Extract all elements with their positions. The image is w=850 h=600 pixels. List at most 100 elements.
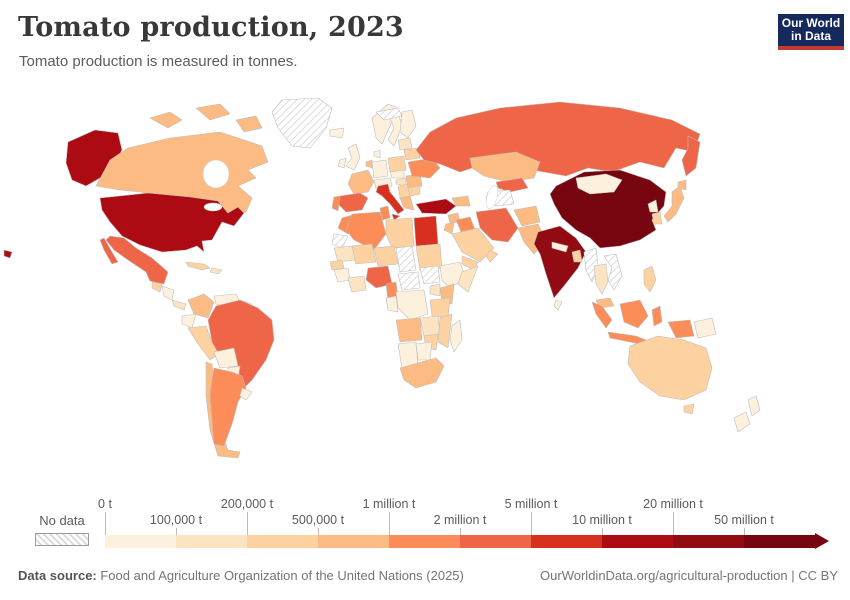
country-sri-lanka[interactable] — [553, 299, 563, 311]
country-iceland[interactable] — [329, 127, 345, 139]
country-south-africa[interactable] — [399, 357, 445, 389]
country-angola[interactable] — [395, 317, 423, 343]
country-new-zealand-north[interactable] — [747, 395, 761, 417]
country-north-korea[interactable] — [647, 199, 659, 213]
country-south-sudan[interactable] — [419, 265, 441, 285]
legend-bin-swatch[interactable] — [531, 535, 602, 548]
country-ivory-coast-ghana[interactable] — [347, 275, 367, 293]
country-ireland[interactable] — [337, 157, 347, 169]
country-ecuador[interactable] — [181, 313, 197, 329]
country-mali[interactable] — [351, 243, 377, 265]
country-finland[interactable] — [399, 109, 417, 139]
country-bangladesh[interactable] — [571, 249, 583, 263]
country-libya[interactable] — [385, 217, 415, 249]
country-italy-sicily[interactable] — [391, 213, 401, 221]
country-china[interactable] — [549, 169, 667, 249]
legend-bin-swatch[interactable] — [176, 535, 247, 548]
country-thailand[interactable] — [593, 263, 609, 295]
country-oman[interactable] — [485, 249, 499, 263]
country-poland[interactable] — [387, 155, 407, 173]
country-denmark[interactable] — [373, 149, 381, 159]
country-japan-hokkaido[interactable] — [677, 179, 687, 191]
legend-bin-swatch[interactable] — [602, 535, 673, 548]
country-bolivia[interactable] — [213, 347, 239, 369]
country-mexico[interactable] — [105, 235, 169, 285]
country-costa-rica-panama[interactable] — [171, 299, 187, 311]
country-canada-arctic-1[interactable] — [149, 111, 183, 129]
owid-link[interactable]: OurWorldinData.org/agricultural-producti… — [540, 568, 788, 583]
legend-bin-swatch[interactable] — [389, 535, 460, 548]
country-united-kingdom[interactable] — [345, 143, 361, 171]
no-data-swatch[interactable] — [35, 533, 89, 546]
country-papua-new-guinea[interactable] — [693, 317, 717, 339]
country-mongolia[interactable] — [575, 173, 623, 195]
country-western-sahara[interactable] — [331, 233, 349, 249]
country-gabon-congo[interactable] — [385, 295, 399, 313]
country-russia-far-east[interactable] — [681, 135, 701, 177]
country-baltics[interactable] — [397, 137, 413, 151]
country-new-zealand-south[interactable] — [733, 411, 751, 433]
country-benelux[interactable] — [365, 159, 373, 169]
country-niger[interactable] — [373, 245, 399, 267]
country-india[interactable] — [533, 225, 587, 299]
country-canada-arctic-2[interactable] — [195, 103, 231, 121]
country-philippines[interactable] — [643, 265, 657, 293]
country-belarus[interactable] — [403, 147, 421, 161]
country-afghanistan[interactable] — [513, 205, 541, 227]
country-indonesia-borneo[interactable] — [619, 299, 649, 329]
country-botswana[interactable] — [415, 341, 433, 361]
country-zambia[interactable] — [419, 315, 441, 337]
country-chad[interactable] — [395, 245, 417, 273]
country-uzbekistan[interactable] — [495, 177, 529, 193]
country-uganda[interactable] — [429, 283, 441, 297]
country-italy[interactable] — [375, 183, 405, 215]
country-south-korea[interactable] — [651, 211, 663, 225]
country-australia-tasmania[interactable] — [683, 403, 695, 415]
country-turkey[interactable] — [415, 198, 457, 215]
country-guinea-region[interactable] — [333, 267, 351, 283]
country-dr-congo[interactable] — [395, 289, 429, 321]
country-france[interactable] — [347, 169, 375, 195]
country-somalia[interactable] — [457, 265, 479, 293]
country-russia[interactable] — [415, 101, 701, 177]
country-madagascar[interactable] — [449, 319, 463, 353]
country-nepal[interactable] — [551, 241, 569, 253]
country-colombia[interactable] — [187, 293, 215, 319]
country-greenland[interactable] — [271, 97, 333, 149]
country-iran[interactable] — [475, 207, 519, 243]
country-tanzania[interactable] — [429, 297, 451, 319]
country-central-african-republic[interactable] — [397, 271, 421, 291]
legend-bin-swatch[interactable] — [105, 535, 176, 548]
country-caucasus[interactable] — [451, 195, 471, 207]
country-argentina[interactable] — [209, 367, 247, 447]
legend-bin-swatch[interactable] — [673, 535, 744, 548]
country-mozambique[interactable] — [437, 313, 453, 349]
country-guatemala[interactable] — [151, 281, 163, 293]
country-tunisia[interactable] — [379, 205, 391, 221]
country-spain[interactable] — [337, 192, 369, 213]
country-senegal[interactable] — [329, 259, 345, 271]
country-laos-vietnam-cambodia[interactable] — [603, 253, 623, 291]
country-svalbard[interactable] — [375, 107, 403, 121]
country-indonesia-papua[interactable] — [667, 319, 695, 339]
country-egypt[interactable] — [413, 215, 439, 247]
owid-logo[interactable]: Our World in Data — [778, 14, 844, 50]
country-israel-jordan[interactable] — [443, 221, 455, 235]
country-usa-hawaii[interactable] — [3, 249, 13, 259]
country-uruguay[interactable] — [239, 387, 253, 401]
country-germany[interactable] — [371, 159, 389, 179]
country-indonesia-sulawesi[interactable] — [651, 305, 663, 327]
legend-bin-swatch[interactable] — [247, 535, 318, 548]
country-bulgaria[interactable] — [407, 185, 421, 197]
country-greece[interactable] — [399, 195, 415, 211]
country-mexico-baja[interactable] — [99, 237, 119, 265]
country-australia[interactable] — [627, 335, 713, 401]
country-canada-arctic-3[interactable] — [235, 115, 263, 133]
country-algeria[interactable] — [345, 211, 387, 251]
country-japan[interactable] — [663, 185, 685, 223]
legend-bin-swatch[interactable] — [744, 535, 815, 548]
country-cuba[interactable] — [185, 261, 211, 271]
legend-bin-swatch[interactable] — [460, 535, 531, 548]
country-honduras-nicaragua[interactable] — [161, 285, 175, 301]
country-portugal[interactable] — [331, 195, 341, 212]
